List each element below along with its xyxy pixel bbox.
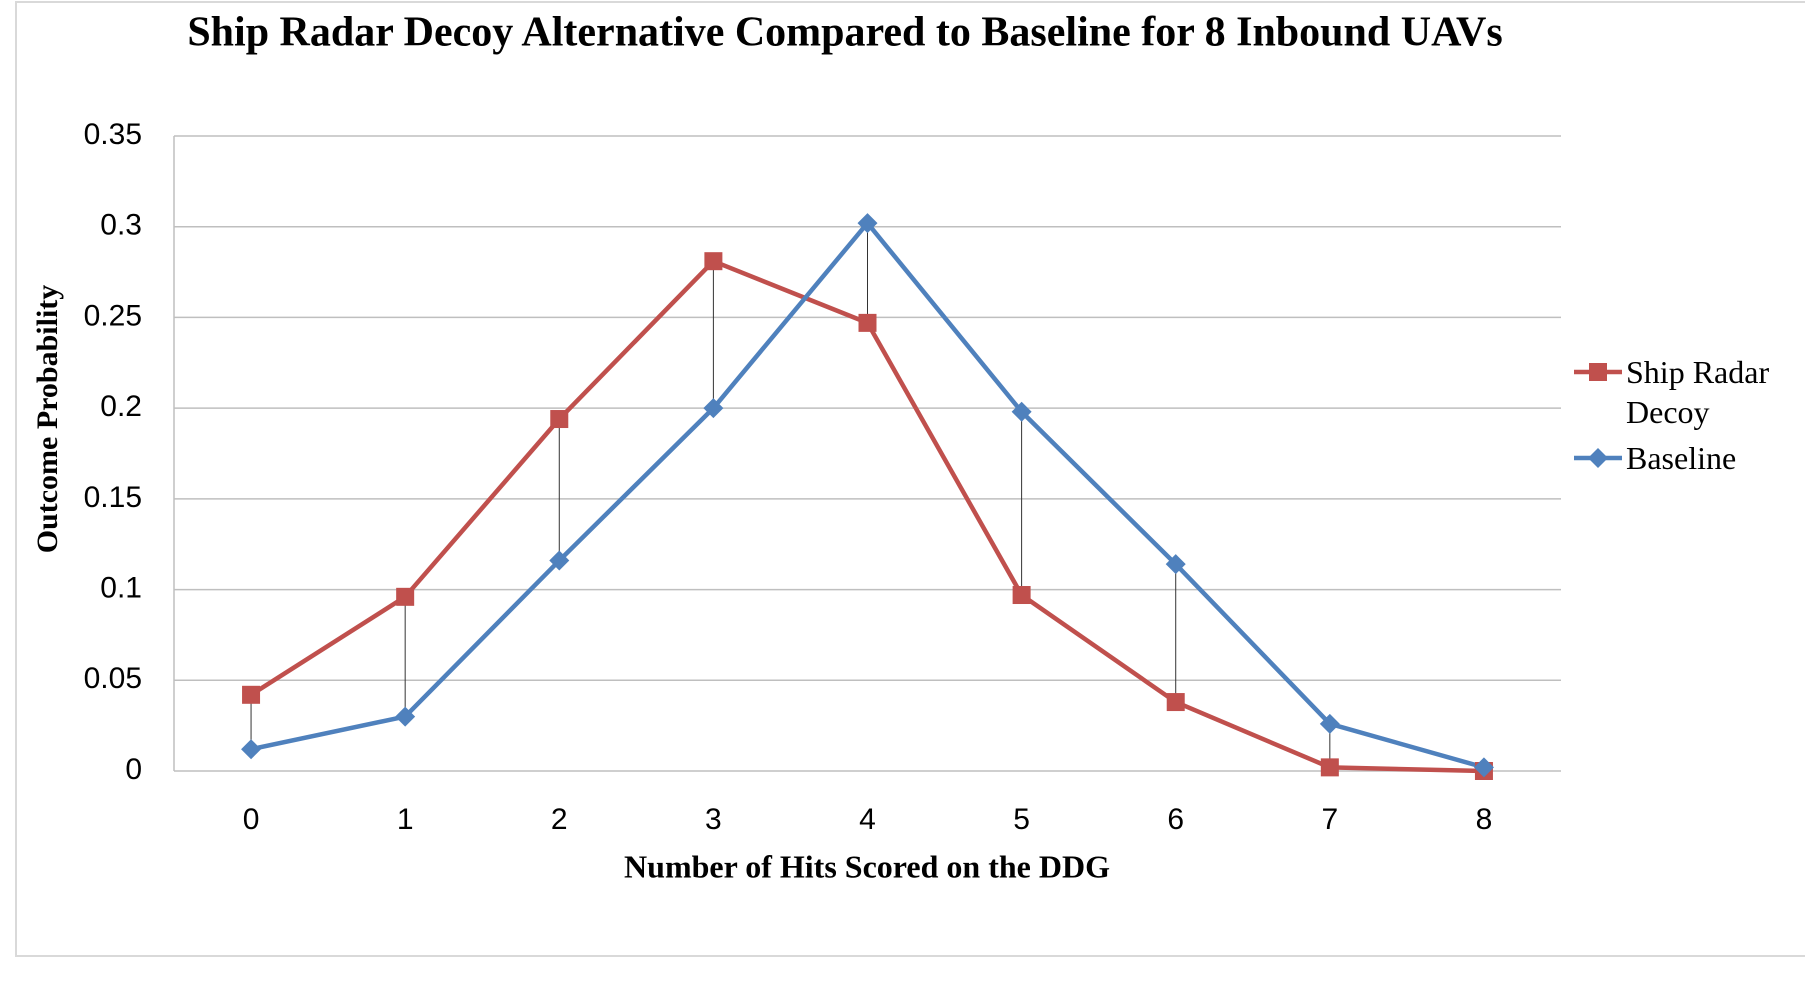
y-tick-label: 0.15	[84, 481, 142, 514]
marker	[1012, 586, 1031, 605]
legend-label: Baseline	[1626, 440, 1737, 476]
legend-marker	[1588, 448, 1608, 468]
x-tick-label: 3	[705, 803, 722, 836]
x-tick-label: 6	[1167, 803, 1184, 836]
x-tick-label: 2	[551, 803, 568, 836]
x-axis-label: Number of Hits Scored on the DDG	[624, 848, 1110, 884]
marker	[703, 398, 724, 419]
y-tick-label: 0.35	[84, 118, 142, 151]
marker	[549, 550, 570, 571]
marker	[857, 213, 878, 234]
marker	[1319, 713, 1340, 734]
marker	[242, 685, 261, 704]
x-tick-label: 5	[1013, 803, 1030, 836]
y-tick-label: 0.25	[84, 299, 142, 332]
marker	[1166, 693, 1185, 712]
y-tick-label: 0.2	[100, 390, 142, 423]
marker	[1320, 758, 1339, 777]
y-axis-label: Outcome Probability	[31, 285, 64, 554]
marker	[550, 410, 569, 429]
x-tick-label: 1	[397, 803, 414, 836]
marker	[1165, 554, 1186, 575]
x-tick-label: 7	[1321, 803, 1338, 836]
marker	[396, 587, 415, 606]
x-tick-label: 0	[243, 803, 260, 836]
x-tick-label: 4	[859, 803, 876, 836]
legend-key	[1574, 448, 1622, 468]
x-tick-label: 8	[1476, 803, 1493, 836]
y-tick-label: 0.1	[100, 571, 142, 604]
marker	[241, 739, 262, 760]
legend: Ship Radar Decoy Baseline	[1574, 352, 1804, 484]
y-tick-label: 0	[125, 753, 142, 786]
legend-item: Baseline	[1574, 438, 1796, 478]
marker	[858, 313, 877, 332]
legend-key	[1574, 363, 1622, 381]
marker	[395, 706, 416, 727]
marker	[1473, 757, 1494, 778]
legend-item: Ship Radar Decoy	[1574, 352, 1796, 432]
legend-label: Ship Radar Decoy	[1626, 354, 1770, 430]
y-tick-label: 0.3	[100, 209, 142, 242]
chart-border	[15, 1, 1805, 957]
marker	[1011, 401, 1032, 422]
chart-title: Ship Radar Decoy Alternative Compared to…	[187, 10, 1502, 56]
y-tick-label: 0.05	[84, 662, 142, 695]
legend-marker	[1589, 363, 1607, 381]
marker	[704, 252, 723, 271]
